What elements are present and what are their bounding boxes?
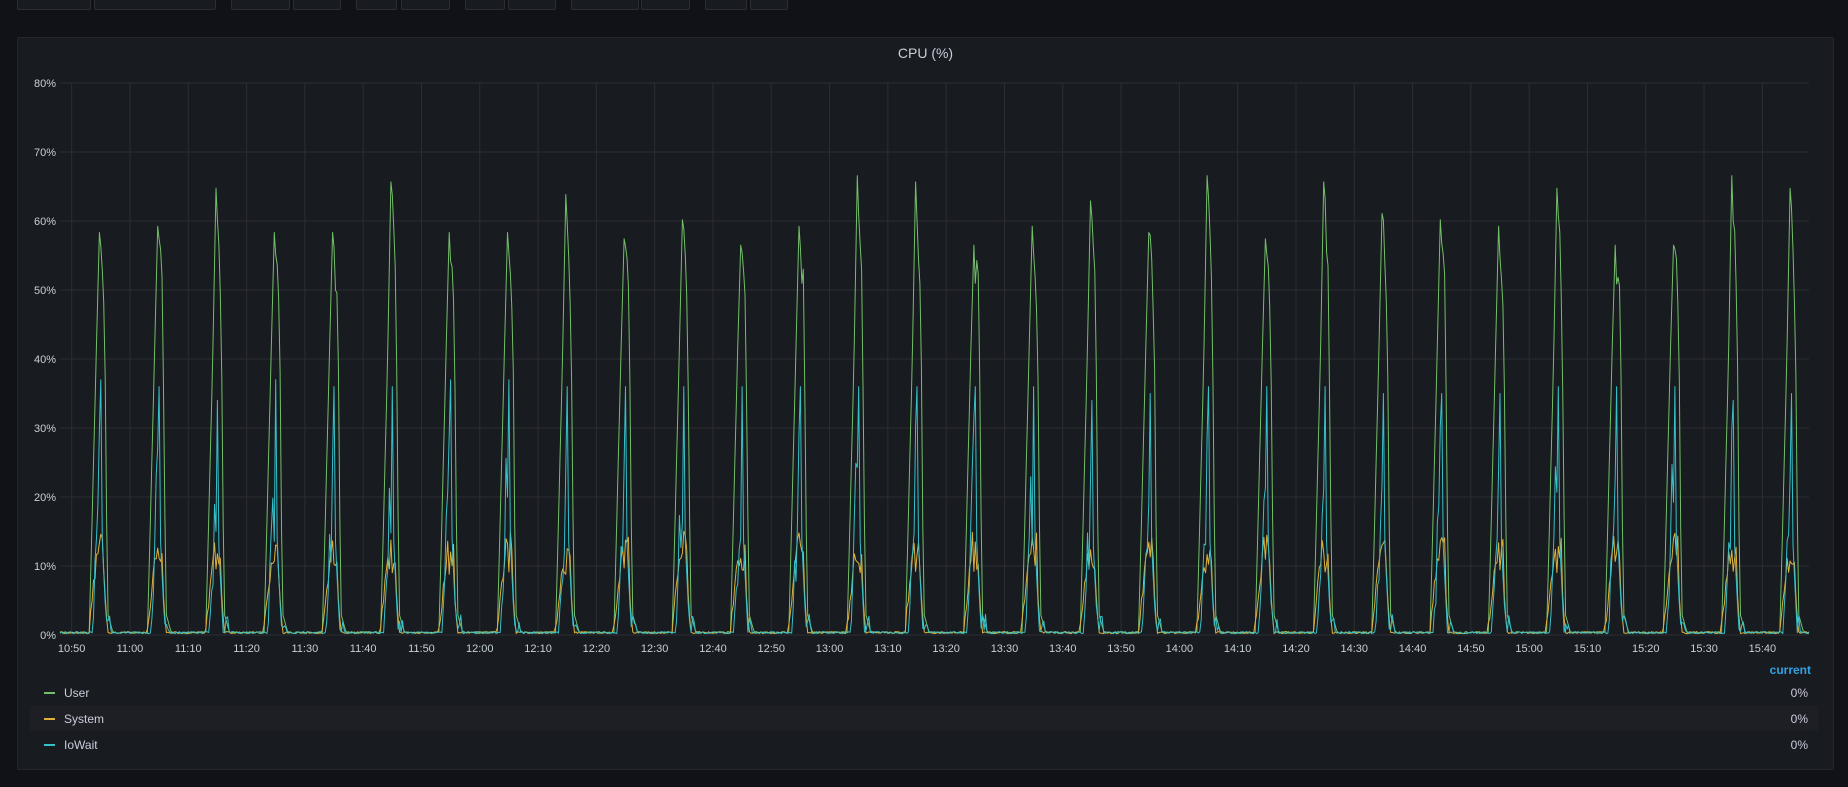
- legend-series-name[interactable]: System: [64, 712, 105, 726]
- series-line-iowait: [59, 379, 1810, 635]
- y-tick-label: 30%: [34, 423, 56, 435]
- x-tick-label: 14:30: [1340, 643, 1368, 655]
- x-tick-label: 11:30: [292, 643, 319, 655]
- y-tick-label: 80%: [34, 78, 56, 90]
- x-tick-label: 10:50: [58, 643, 86, 655]
- legend-series-name[interactable]: IoWait: [64, 738, 98, 752]
- x-tick-label: 11:10: [175, 643, 202, 655]
- panel-title[interactable]: CPU (%): [897, 45, 954, 61]
- x-tick-label: 11:20: [233, 643, 260, 655]
- x-tick-label: 13:00: [816, 643, 844, 655]
- x-tick-label: 14:20: [1282, 643, 1310, 655]
- x-tick-label: 15:40: [1749, 643, 1777, 655]
- x-tick-label: 12:20: [583, 643, 611, 655]
- legend-current-value: 0%: [1790, 686, 1808, 700]
- x-tick-label: 11:50: [408, 643, 435, 655]
- x-tick-label: 11:40: [350, 643, 377, 655]
- series-color-swatch: [44, 744, 55, 746]
- cpu-panel: CPU (%) 0% 10% 20% 30% 40% 50% 60% 70% 80% 10:50 1…: [17, 37, 1834, 770]
- x-tick-label: 15:00: [1515, 643, 1543, 655]
- x-tick-label: 14:50: [1457, 643, 1485, 655]
- toolbar-control[interactable]: [508, 0, 556, 10]
- x-tick-label: 12:40: [699, 643, 727, 655]
- legend-current-value: 0%: [1790, 712, 1808, 726]
- y-tick-label: 60%: [34, 216, 56, 228]
- x-tick-label: 12:30: [641, 643, 669, 655]
- series-color-swatch: [44, 692, 55, 694]
- y-tick-label: 70%: [34, 147, 56, 159]
- toolbar-control[interactable]: [705, 0, 747, 10]
- x-tick-label: 13:50: [1107, 643, 1135, 655]
- y-tick-label: 20%: [34, 492, 56, 504]
- series-line-system: [59, 530, 1810, 635]
- legend-current-header[interactable]: current: [1769, 663, 1811, 677]
- y-tick-label: 40%: [34, 354, 56, 366]
- x-tick-label: 11:00: [117, 643, 144, 655]
- cpu-chart[interactable]: 0% 10% 20% 30% 40% 50% 60% 70% 80% 10:50 11:00 11:1…: [18, 38, 1833, 658]
- x-tick-label: 13:20: [932, 643, 960, 655]
- x-tick-label: 15:30: [1690, 643, 1718, 655]
- x-tick-label: 12:00: [466, 643, 494, 655]
- series-line-user: [59, 175, 1810, 635]
- x-tick-label: 15:20: [1632, 643, 1660, 655]
- x-tick-label: 13:10: [874, 643, 902, 655]
- toolbar-control[interactable]: [356, 0, 397, 10]
- toolbar-control[interactable]: [750, 0, 788, 10]
- x-tick-label: 14:00: [1166, 643, 1194, 655]
- legend-item-iowait[interactable]: IoWait 0%: [30, 732, 1818, 757]
- x-tick-label: 15:10: [1574, 643, 1602, 655]
- toolbar-control[interactable]: [94, 0, 216, 10]
- y-tick-label: 0%: [40, 630, 56, 642]
- dashboard-toolbar: [0, 0, 1848, 12]
- y-tick-label: 50%: [34, 285, 56, 297]
- x-tick-label: 13:40: [1049, 643, 1077, 655]
- legend-item-system[interactable]: System 0%: [30, 706, 1818, 731]
- toolbar-control[interactable]: [401, 0, 450, 10]
- x-tick-label: 14:10: [1224, 643, 1252, 655]
- legend-current-value: 0%: [1790, 738, 1808, 752]
- series-color-swatch: [44, 718, 55, 720]
- toolbar-control[interactable]: [231, 0, 290, 10]
- toolbar-control[interactable]: [293, 0, 341, 10]
- toolbar-control[interactable]: [17, 0, 91, 10]
- x-tick-label: 12:50: [757, 643, 785, 655]
- toolbar-control[interactable]: [465, 0, 505, 10]
- legend-series-name[interactable]: User: [64, 686, 90, 700]
- x-tick-label: 12:10: [524, 643, 552, 655]
- x-tick-label: 13:30: [991, 643, 1019, 655]
- x-tick-label: 14:40: [1399, 643, 1427, 655]
- toolbar-control[interactable]: [571, 0, 639, 10]
- toolbar-control[interactable]: [641, 0, 690, 10]
- y-tick-label: 10%: [34, 561, 56, 573]
- legend-item-user[interactable]: User 0%: [30, 680, 1818, 705]
